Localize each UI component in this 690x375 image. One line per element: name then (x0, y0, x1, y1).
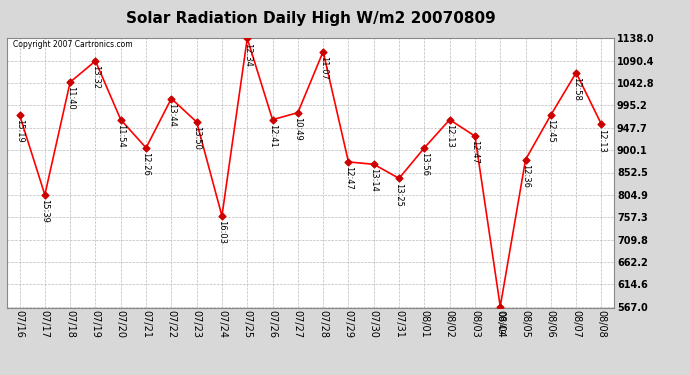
Point (65, 79, 76, 85)
Text: Copyright 2007 Cartronics.com: Copyright 2007 Cartronics.com (13, 40, 132, 49)
Point (166, 96, 177, 102)
Text: 13:25: 13:25 (395, 183, 404, 206)
Point (571, 70, 582, 76)
Point (495, 303, 506, 309)
Text: 12:26: 12:26 (141, 152, 150, 176)
Text: 12:34: 12:34 (243, 43, 252, 66)
Point (293, 110, 304, 116)
Text: 12:47: 12:47 (344, 166, 353, 190)
Text: 12:58: 12:58 (571, 77, 581, 101)
Point (191, 119, 202, 125)
Text: 13:56: 13:56 (420, 152, 429, 176)
Point (241, 36, 253, 42)
Point (90, 58, 101, 64)
Point (115, 117, 126, 123)
Point (141, 145, 152, 151)
Text: 11:40: 11:40 (66, 86, 75, 110)
Text: 13:44: 13:44 (167, 103, 176, 127)
Text: 12:41: 12:41 (268, 124, 277, 148)
Text: 11:54: 11:54 (116, 124, 126, 148)
Point (14, 112, 25, 118)
Text: 13:14: 13:14 (369, 168, 378, 192)
Point (39, 192, 50, 198)
Text: 11:07: 11:07 (319, 56, 328, 80)
Point (419, 145, 430, 151)
Text: 16:03: 16:03 (217, 220, 226, 244)
Text: 12:13: 12:13 (445, 124, 454, 148)
Text: 15:39: 15:39 (40, 199, 50, 223)
Point (545, 112, 556, 118)
Point (368, 161, 380, 167)
Text: Solar Radiation Daily High W/m2 20070809: Solar Radiation Daily High W/m2 20070809 (126, 11, 495, 26)
Point (393, 176, 404, 181)
Text: 13:50: 13:50 (192, 126, 201, 150)
Point (596, 122, 607, 128)
Text: 09:49: 09:49 (495, 311, 505, 334)
Point (317, 49, 328, 55)
Text: 12:13: 12:13 (597, 129, 606, 152)
Point (520, 157, 531, 163)
Text: 12:36: 12:36 (521, 164, 530, 188)
Text: 12:45: 12:45 (546, 119, 555, 143)
Text: 13:32: 13:32 (91, 65, 100, 89)
Point (267, 117, 278, 123)
Point (343, 159, 354, 165)
Point (217, 213, 228, 219)
Text: 10:49: 10:49 (293, 117, 302, 141)
Text: 15:19: 15:19 (15, 119, 24, 143)
Point (469, 133, 480, 139)
Text: 12:47: 12:47 (471, 140, 480, 164)
Point (444, 117, 455, 123)
